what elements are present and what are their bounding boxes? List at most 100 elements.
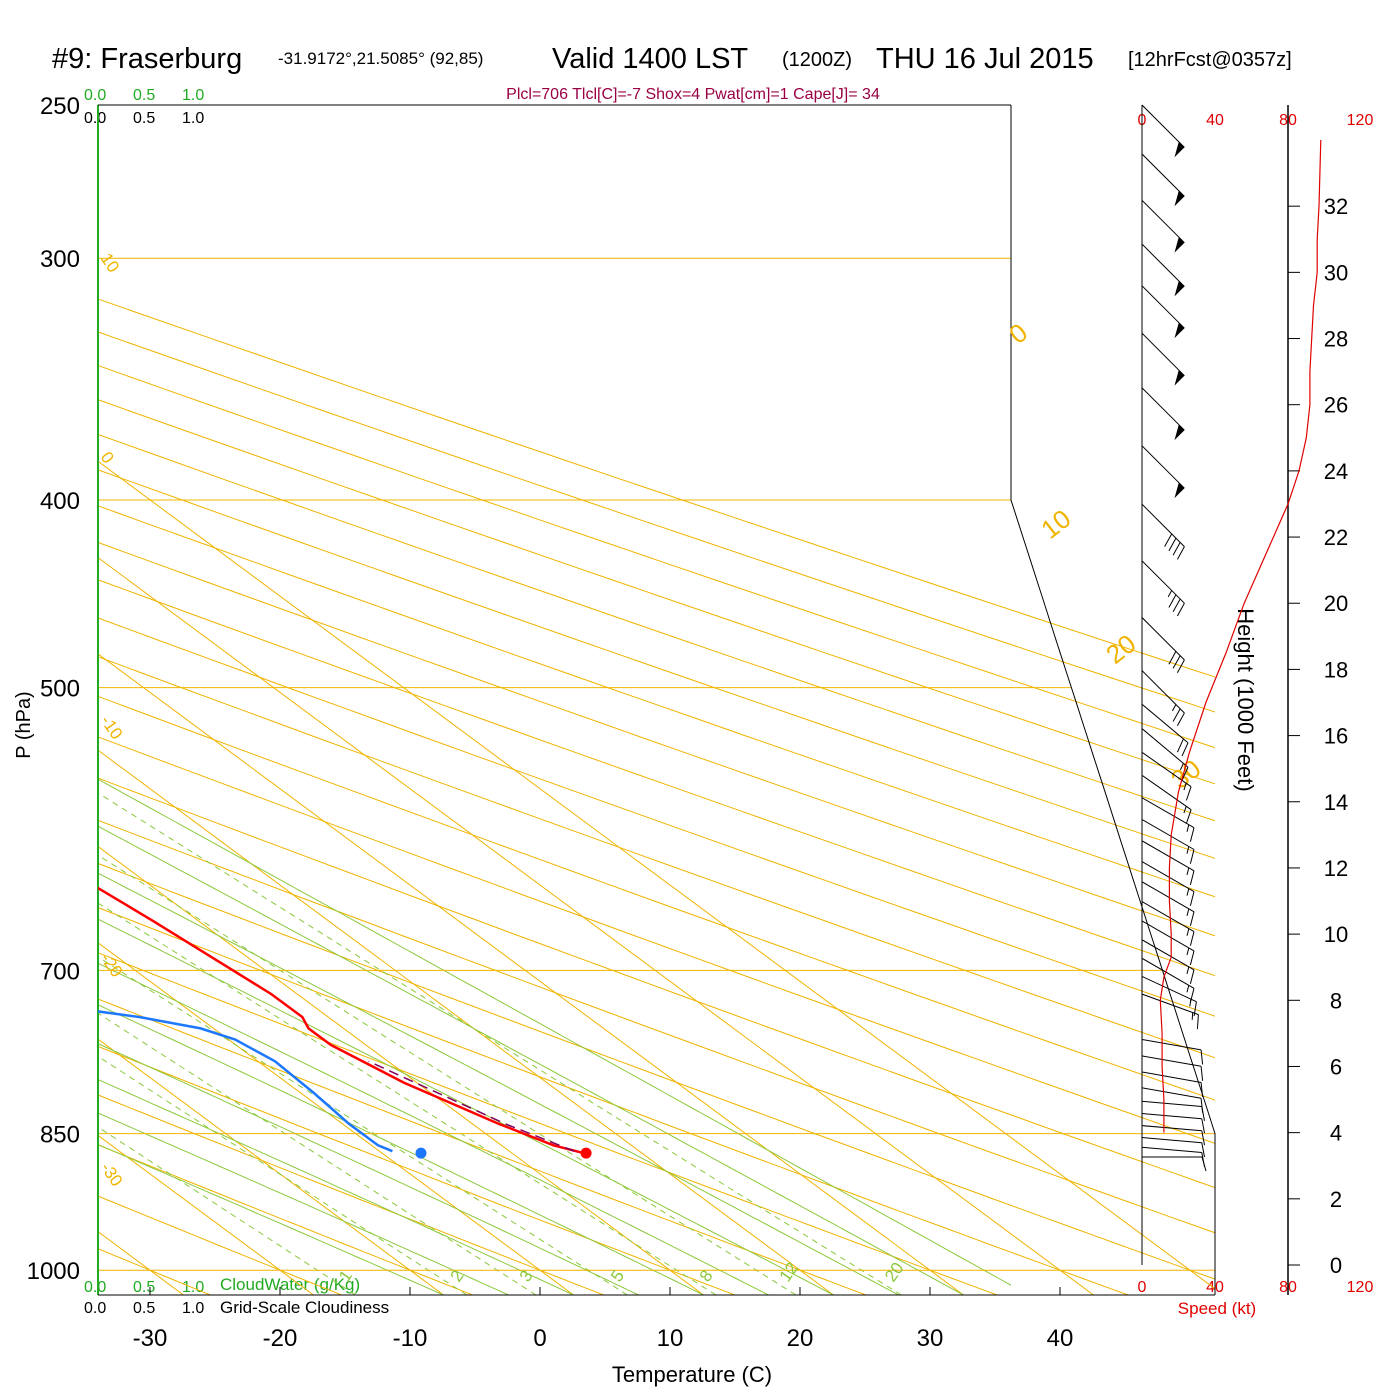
dry-adiabat-line	[98, 469, 1215, 859]
cloud-water-tick: 0.0	[84, 87, 106, 104]
right-frame-line	[1010, 105, 1216, 1295]
wind-barb-shaft	[1141, 243, 1185, 287]
cloud-scale-top: 0.0 0.5 1.0 0.0 0.5 1.0	[84, 87, 204, 127]
moist-adiabat-line	[98, 1112, 509, 1295]
pressure-tick-label: 850	[40, 1122, 80, 1149]
wind-barb	[1141, 774, 1192, 824]
mixing-ratio-line	[98, 1055, 468, 1295]
dry-adiabat-line	[98, 998, 867, 1295]
pressure-tick-label: 250	[40, 93, 80, 120]
wind-barb-shaft	[1141, 751, 1192, 788]
isotherm-label: 0	[97, 448, 118, 467]
isotherm-line	[98, 556, 1094, 1295]
cloud-water-tick: 0.0	[84, 1279, 106, 1296]
height-tick-label: 4	[1330, 1121, 1342, 1146]
wind-barb-shaft	[1141, 920, 1195, 952]
height-tick-label: 2	[1330, 1187, 1342, 1212]
wind-barb	[1141, 797, 1195, 842]
wind-barb-shaft	[1141, 993, 1199, 1016]
wind-barb-shaft	[1141, 819, 1195, 850]
dry-adiabat-line	[98, 656, 1215, 1059]
wind-barb-half-feather	[1186, 846, 1190, 854]
wind-barb-flag	[1174, 424, 1185, 441]
height-axis-label: Height (1000 Feet)	[1233, 608, 1258, 791]
mixing-ratio-line	[98, 1012, 537, 1295]
wind-barb	[1141, 285, 1185, 339]
dewpoint-line	[98, 1010, 393, 1153]
wind-barb-half-feather	[1186, 908, 1190, 917]
zulu-time: (1200Z)	[782, 49, 852, 71]
valid-time: Valid 1400 LST	[552, 43, 748, 75]
wind-barb-half-feather	[1186, 888, 1190, 896]
wind-barb-half-feather	[1186, 966, 1190, 975]
wind-barb-shaft	[1141, 957, 1195, 989]
wind-barb	[1141, 617, 1185, 673]
wind-barb-shaft	[1141, 1125, 1202, 1132]
wind-barb-feather	[1172, 542, 1181, 556]
wind-barb-feather	[1176, 659, 1185, 673]
wind-barb-shaft	[1141, 840, 1195, 872]
dry-adiabat-line	[98, 907, 1129, 1295]
cloud-water-tick: 0.5	[133, 87, 155, 104]
height-tick-label: 30	[1324, 260, 1348, 285]
wind-barb-half-feather	[1186, 947, 1190, 956]
wind-barb-shaft	[1141, 199, 1185, 244]
wind-barb	[1141, 104, 1185, 158]
dry-adiabat-line	[98, 1045, 735, 1295]
wind-barb	[1141, 445, 1185, 499]
wind-barb-half-feather	[1186, 928, 1190, 936]
dry-adiabat-line	[98, 952, 998, 1295]
isotherm-line	[98, 653, 964, 1295]
wind-barb	[1141, 1137, 1205, 1158]
wind-barb-feather	[1200, 1066, 1204, 1081]
height-tick-label: 6	[1330, 1055, 1342, 1080]
wind-barb-feather	[1189, 969, 1195, 985]
wind-barb	[1141, 920, 1195, 966]
wind-barb-feather	[1168, 537, 1177, 552]
isotherm-line	[98, 460, 1215, 1290]
dry-adiabat-grid	[98, 298, 1215, 1295]
cloudiness-tick: 1.0	[182, 110, 204, 127]
height-tick-label: 10	[1324, 922, 1348, 947]
cloud-water-tick: 1.0	[182, 87, 204, 104]
height-tick-label: 18	[1324, 657, 1348, 682]
wind-barb-feather	[1201, 1106, 1205, 1121]
mixing-ratio-line	[98, 902, 717, 1295]
cloud-scale-bottom: 0.0 0.5 1.0 CloudWater (g/Kg) 0.0 0.5 1.…	[84, 1275, 389, 1317]
wind-barb-feather	[1172, 598, 1181, 612]
mixing-ratio-label: 8	[696, 1267, 717, 1286]
wind-barb-flag	[1174, 370, 1185, 386]
wind-barb	[1141, 199, 1185, 253]
wind-barb-feather	[1176, 712, 1185, 727]
moist-adiabat-line	[98, 1004, 704, 1295]
wind-barb-feather	[1189, 911, 1195, 927]
x-tick-label: -10	[393, 1325, 428, 1352]
wind-barb-half-feather	[1189, 999, 1192, 1007]
wind-barb-feather	[1185, 786, 1192, 801]
wind-barb	[1141, 153, 1185, 207]
wind-barb-feather	[1196, 1014, 1199, 1030]
wind-speed-profile	[1159, 139, 1322, 1133]
pressure-tick-label: 1000	[27, 1258, 80, 1285]
height-tick-label: 8	[1330, 988, 1342, 1013]
cloud-water-label: CloudWater (g/Kg)	[220, 1275, 360, 1294]
wind-barb-feather	[1189, 891, 1195, 906]
isotherm-line	[98, 1038, 444, 1295]
wind-barb	[1141, 1039, 1204, 1065]
dry-adiabat-line	[98, 298, 1215, 678]
cloudiness-label: Grid-Scale Cloudiness	[220, 1298, 389, 1317]
x-tick-label: 10	[657, 1325, 684, 1352]
dry-adiabat-line	[98, 1144, 473, 1295]
wind-barb	[1141, 243, 1185, 297]
wind-barb-shaft	[1141, 445, 1185, 489]
x-axis-label: Temperature (C)	[612, 1362, 772, 1387]
wind-barb	[1141, 1113, 1205, 1134]
cloudiness-tick: 0.0	[84, 110, 106, 127]
temperature-line	[98, 886, 584, 1155]
cloud-water-tick: 0.5	[133, 1279, 155, 1296]
moist-adiabat-line	[98, 962, 769, 1295]
isotherm-line	[98, 942, 574, 1295]
wind-barb	[1141, 819, 1195, 864]
wind-barb	[1141, 993, 1199, 1030]
